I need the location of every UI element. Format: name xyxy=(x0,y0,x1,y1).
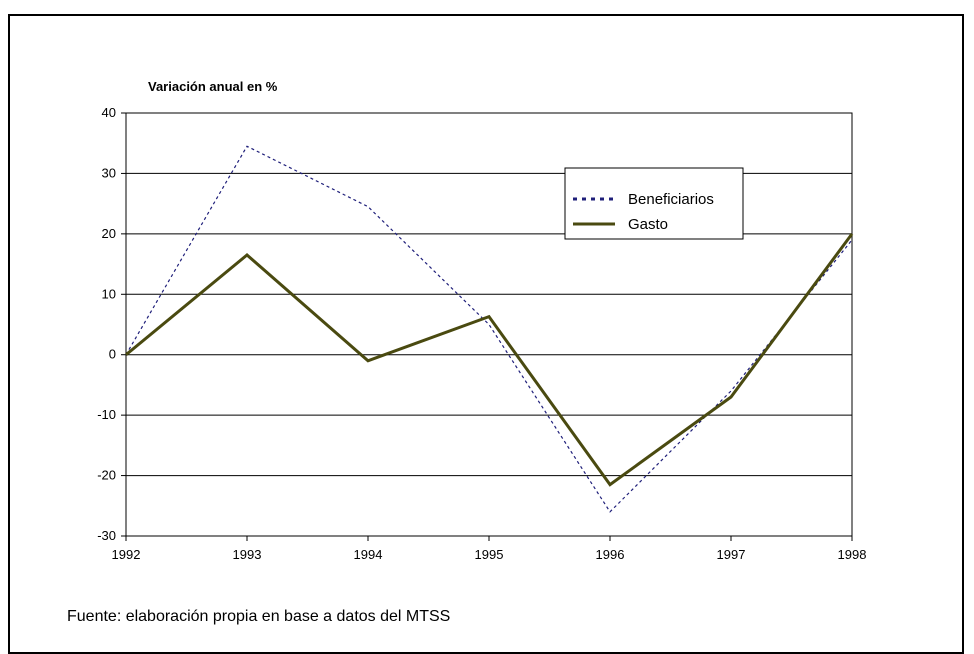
y-tick-label: 0 xyxy=(109,347,116,362)
y-tick-label: 10 xyxy=(102,286,116,301)
y-axis-title: Variación anual en % xyxy=(148,79,278,94)
x-tick-label: 1993 xyxy=(233,547,262,562)
legend: Beneficiarios Gasto xyxy=(565,168,743,239)
series-line-gasto xyxy=(126,234,852,485)
x-tick-label: 1995 xyxy=(475,547,504,562)
source-note: Fuente: elaboración propia en base a dat… xyxy=(67,608,450,626)
y-tick-label: -10 xyxy=(97,407,116,422)
y-tick-label: 30 xyxy=(102,165,116,180)
y-tick-label: -20 xyxy=(97,468,116,483)
legend-beneficiarios-label: Beneficiarios xyxy=(628,191,714,208)
x-tick-labels: 1992 1993 1994 1995 1996 1997 1998 xyxy=(112,547,867,562)
x-tick-label: 1996 xyxy=(596,547,625,562)
x-tick-label: 1992 xyxy=(112,547,141,562)
chart-canvas: Variación anual en % 403020100-10-20-30 … xyxy=(0,0,974,637)
y-tick-label: 40 xyxy=(102,105,116,120)
y-tick-labels: 40 30 20 10 0 -10 -20 -30 xyxy=(97,105,116,543)
x-tick-label: 1997 xyxy=(717,547,746,562)
legend-gasto-label: Gasto xyxy=(628,216,668,233)
y-tick-label: -30 xyxy=(97,528,116,543)
y-tick-label: 20 xyxy=(102,226,116,241)
x-tick-label: 1994 xyxy=(354,547,383,562)
x-tick-label: 1998 xyxy=(838,547,867,562)
